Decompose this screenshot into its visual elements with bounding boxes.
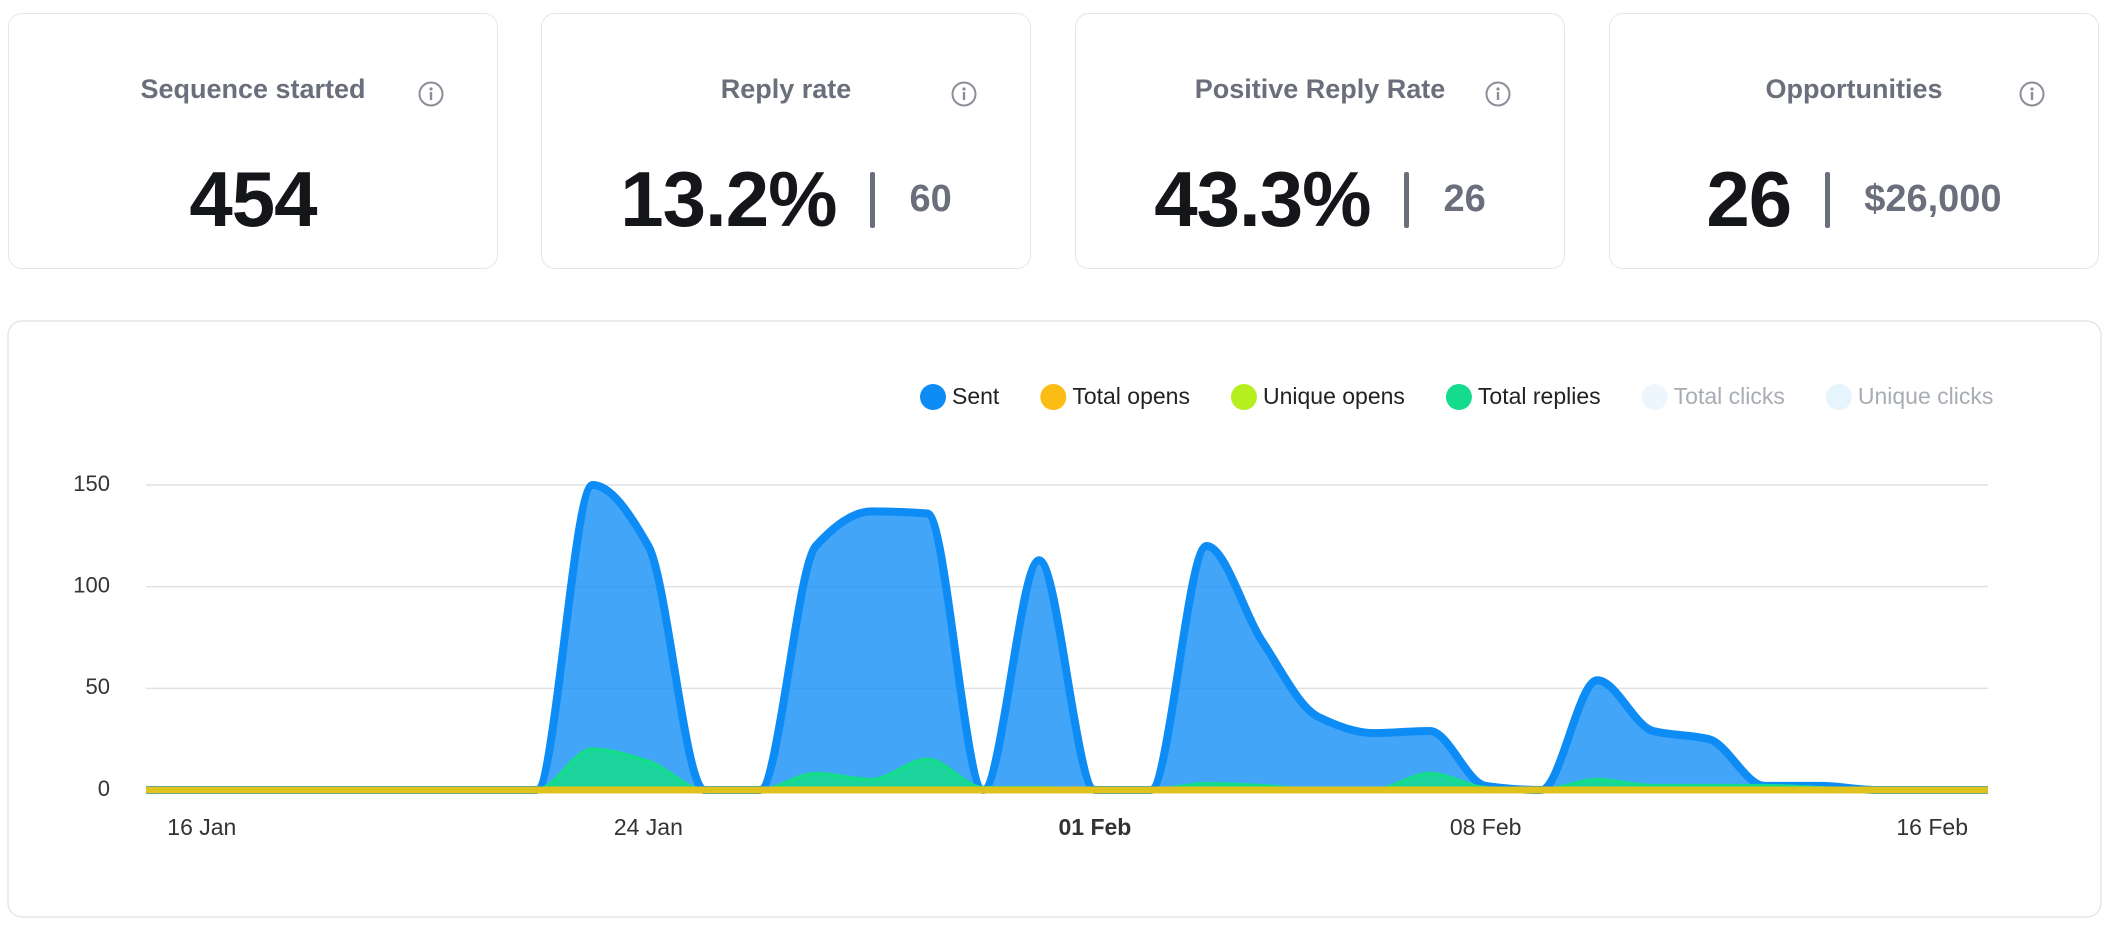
stat-card: Positive Reply Rate 43.3% 26 (1075, 13, 1565, 269)
stat-card: Reply rate 13.2% 60 (541, 13, 1031, 269)
card-secondary: $26,000 (1864, 178, 2002, 220)
legend-swatch[interactable] (920, 384, 946, 410)
card-value: 43.3% (1154, 155, 1371, 243)
info-icon[interactable] (417, 80, 445, 108)
card-title: Opportunities (1765, 74, 1943, 104)
series-area (146, 485, 1988, 790)
legend-label[interactable]: Total replies (1478, 383, 1601, 409)
legend-label[interactable]: Unique opens (1263, 383, 1405, 409)
x-tick-label: 16 Feb (1896, 814, 1968, 840)
legend-label[interactable]: Sent (952, 383, 1000, 409)
separator (1825, 171, 1831, 228)
card-title: Reply rate (720, 74, 852, 104)
card-value-row: 454 (9, 154, 497, 245)
x-tick-label: 24 Jan (614, 814, 683, 840)
x-tick-label: 08 Feb (1450, 814, 1522, 840)
y-tick-label: 0 (98, 776, 110, 801)
series-area (146, 749, 1988, 790)
stat-card: Opportunities 26 $26,000 (1609, 13, 2099, 269)
separator (870, 171, 876, 228)
card-value-row: 43.3% 26 (1076, 154, 1564, 245)
y-tick-label: 100 (73, 572, 110, 597)
legend-swatch[interactable] (1641, 384, 1668, 410)
card-value: 454 (189, 155, 317, 243)
separator (1404, 171, 1410, 228)
info-icon[interactable] (1484, 80, 1512, 108)
card-secondary: 60 (909, 178, 952, 220)
legend-label[interactable]: Unique clicks (1858, 383, 1994, 409)
card-secondary: 26 (1443, 178, 1486, 220)
x-tick-label: 16 Jan (167, 814, 236, 840)
info-icon[interactable] (950, 80, 978, 108)
legend-swatch[interactable] (1040, 384, 1067, 410)
legend-swatch[interactable] (1445, 384, 1472, 410)
card-value-row: 13.2% 60 (542, 154, 1030, 245)
y-tick-label: 150 (73, 471, 110, 496)
legend-swatch[interactable] (1825, 384, 1852, 410)
x-tick-label: 01 Feb (1058, 814, 1131, 840)
y-tick-label: 50 (86, 674, 110, 699)
legend-swatch[interactable] (1230, 384, 1257, 410)
card-value: 13.2% (620, 155, 837, 243)
card-value-row: 26 $26,000 (1610, 154, 2098, 245)
card-value: 26 (1706, 155, 1792, 243)
card-title: Positive Reply Rate (1194, 74, 1446, 104)
info-icon[interactable] (2018, 80, 2046, 108)
legend-label[interactable]: Total clicks (1674, 383, 1785, 409)
card-title: Sequence started (140, 74, 366, 104)
legend-label[interactable]: Total opens (1072, 383, 1190, 409)
stat-card: Sequence started 454 (8, 13, 498, 269)
